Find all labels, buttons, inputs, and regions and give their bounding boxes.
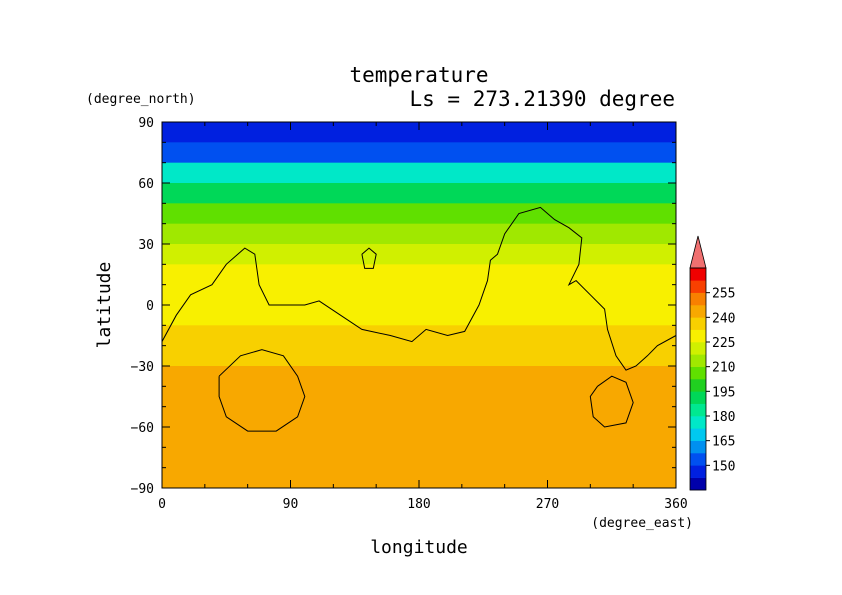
x-tick-label: 180 [407,497,430,512]
temperature-band [162,264,676,286]
temperature-band [162,366,676,387]
x-tick-label: 90 [283,497,299,512]
colorbar-segment [690,379,706,392]
colorbar-segment [690,342,706,355]
colorbar-segment [690,317,706,330]
colorbar-frame [689,267,707,491]
colorbar-segment [690,366,706,380]
colorbar-segment [690,428,706,441]
temperature-band [162,142,676,164]
chart-title: temperature [349,63,488,87]
temperature-band [162,427,676,448]
y-tick-label: −60 [131,421,154,436]
colorbar-segment [690,354,706,367]
y-axis-title: latitude [94,262,115,349]
contour-line [218,349,306,432]
colorbar-segment [690,403,706,417]
x-tick-label: 360 [664,497,687,512]
y-tick-label: −30 [131,360,154,375]
temperature-band [162,406,676,428]
colorbar-segment [690,280,706,293]
colorbar-tick-label: 180 [712,410,735,425]
colorbar-segment [690,268,706,281]
colorbar-overflow-arrow [689,235,707,269]
temperature-band [162,447,676,469]
temperature-band [162,386,676,408]
y-tick-label: −90 [131,482,154,497]
temperature-bands [162,122,676,488]
x-unit-label: (degree_east) [591,516,693,531]
colorbar-tick-label: 150 [712,459,735,474]
temperature-band [162,345,676,367]
contour-line [361,247,377,269]
temperature-band [162,183,676,204]
colorbar-segment [690,440,706,454]
contour-line [589,375,634,428]
colorbar-tick-label: 210 [712,361,735,376]
temperature-band [162,305,676,326]
colorbar: 150 165 180 195 210 225 240 255 [689,235,735,491]
temperature-band [162,244,676,265]
chart-subtitle: Ls = 273.21390 degree [409,87,675,111]
colorbar-tick-label: 195 [712,385,735,400]
x-tick-label: 270 [536,497,559,512]
y-tick-label: 0 [146,299,154,314]
colorbar-segment [690,305,706,318]
temperature-band [162,223,676,245]
y-unit-label: (degree_north) [86,92,196,107]
colorbar-tick-label: 255 [712,287,735,302]
colorbar-segment [690,292,706,306]
y-tick-label: 30 [138,238,154,253]
x-tick-label: 0 [158,497,166,512]
contour-line [162,206,676,371]
temperature-band [162,284,676,306]
y-tick-label: 90 [138,116,154,131]
temperature-band [162,162,676,184]
contour-lines [162,206,676,432]
colorbar-tick-label: 240 [712,311,735,326]
y-tick-label: 60 [138,177,154,192]
colorbar-tick-label: 225 [712,336,735,351]
colorbar-tick-label: 165 [712,435,735,450]
colorbar-segment [690,391,706,404]
colorbar-segment [690,477,706,491]
axis-ticks: 0 90 180 270 360 90 60 30 0 −30 −60 −90 [131,116,688,512]
x-axis-title: longitude [370,537,468,558]
colorbar-segment [690,416,706,429]
colorbar-segment [690,329,706,343]
colorbar-segment [690,453,706,466]
temperature-band [162,203,676,225]
colorbar-segment [690,465,706,478]
